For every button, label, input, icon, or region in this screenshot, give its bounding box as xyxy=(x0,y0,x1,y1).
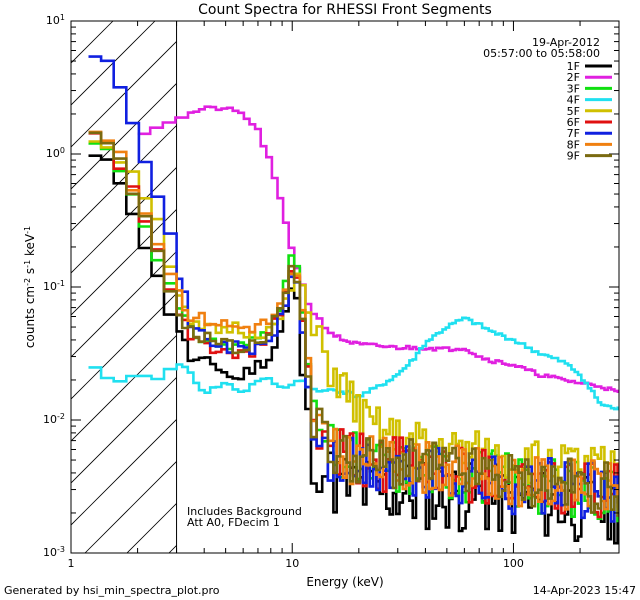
date-label: 19-Apr-2012 xyxy=(532,36,600,49)
legend-label: 9F xyxy=(567,150,580,163)
annotation-attenuator: Att A0, FDecim 1 xyxy=(187,516,280,529)
series-line-2F xyxy=(137,105,619,393)
legend-label: 2F xyxy=(567,71,580,84)
hatch-line xyxy=(71,208,177,316)
x-axis-label: Energy (keV) xyxy=(306,575,383,589)
time-range-label: 05:57:00 to 05:58:00 xyxy=(483,47,600,60)
legend-label: 5F xyxy=(567,105,580,118)
y-tick-label: 10-2 xyxy=(43,412,65,427)
hatch-line xyxy=(71,82,177,190)
axes: 1 10 100 10-3 10-2 10-1 100 101 xyxy=(43,13,620,570)
date-annotation: 19-Apr-2012 05:57:00 to 05:58:00 xyxy=(483,36,600,60)
y-tick-label: 10-1 xyxy=(43,279,65,294)
hatch-line xyxy=(84,460,177,553)
y-tick-label: 101 xyxy=(46,13,65,28)
annotation-background: Includes Background xyxy=(187,505,302,518)
y-tick-label: 100 xyxy=(46,146,65,161)
x-tick-label: 100 xyxy=(503,557,524,570)
hatch-line xyxy=(71,40,177,148)
legend-label: 8F xyxy=(567,138,580,151)
plot-annotations: Includes Background Att A0, FDecim 1 xyxy=(187,505,302,529)
legend-label: 1F xyxy=(567,60,580,73)
y-axis-label: counts cm-2 s-1 keV-1 xyxy=(23,226,38,348)
chart-title: Count Spectra for RHESSI Front Segments xyxy=(198,2,492,18)
x-tick-label: 1 xyxy=(68,557,75,570)
series-lines xyxy=(88,55,619,545)
legend-label: 6F xyxy=(567,116,580,129)
series-line-4F xyxy=(88,316,619,411)
hatch-line xyxy=(71,418,177,526)
hatch-line xyxy=(71,376,177,484)
series-line-8F xyxy=(88,130,619,511)
legend-label: 7F xyxy=(567,127,580,140)
hatch-line xyxy=(71,250,177,358)
y-tick-label: 10-3 xyxy=(43,545,65,560)
hatched-region xyxy=(71,21,177,553)
legend-label: 3F xyxy=(567,82,580,95)
footer-timestamp: 14-Apr-2023 15:47 xyxy=(533,584,636,597)
series-line-9F xyxy=(88,131,619,517)
generated-by: Generated by hsi_min_spectra_plot.pro xyxy=(4,584,220,597)
hatch-line xyxy=(71,292,177,400)
x-tick-label: 10 xyxy=(285,557,299,570)
legend-label: 4F xyxy=(567,94,580,107)
